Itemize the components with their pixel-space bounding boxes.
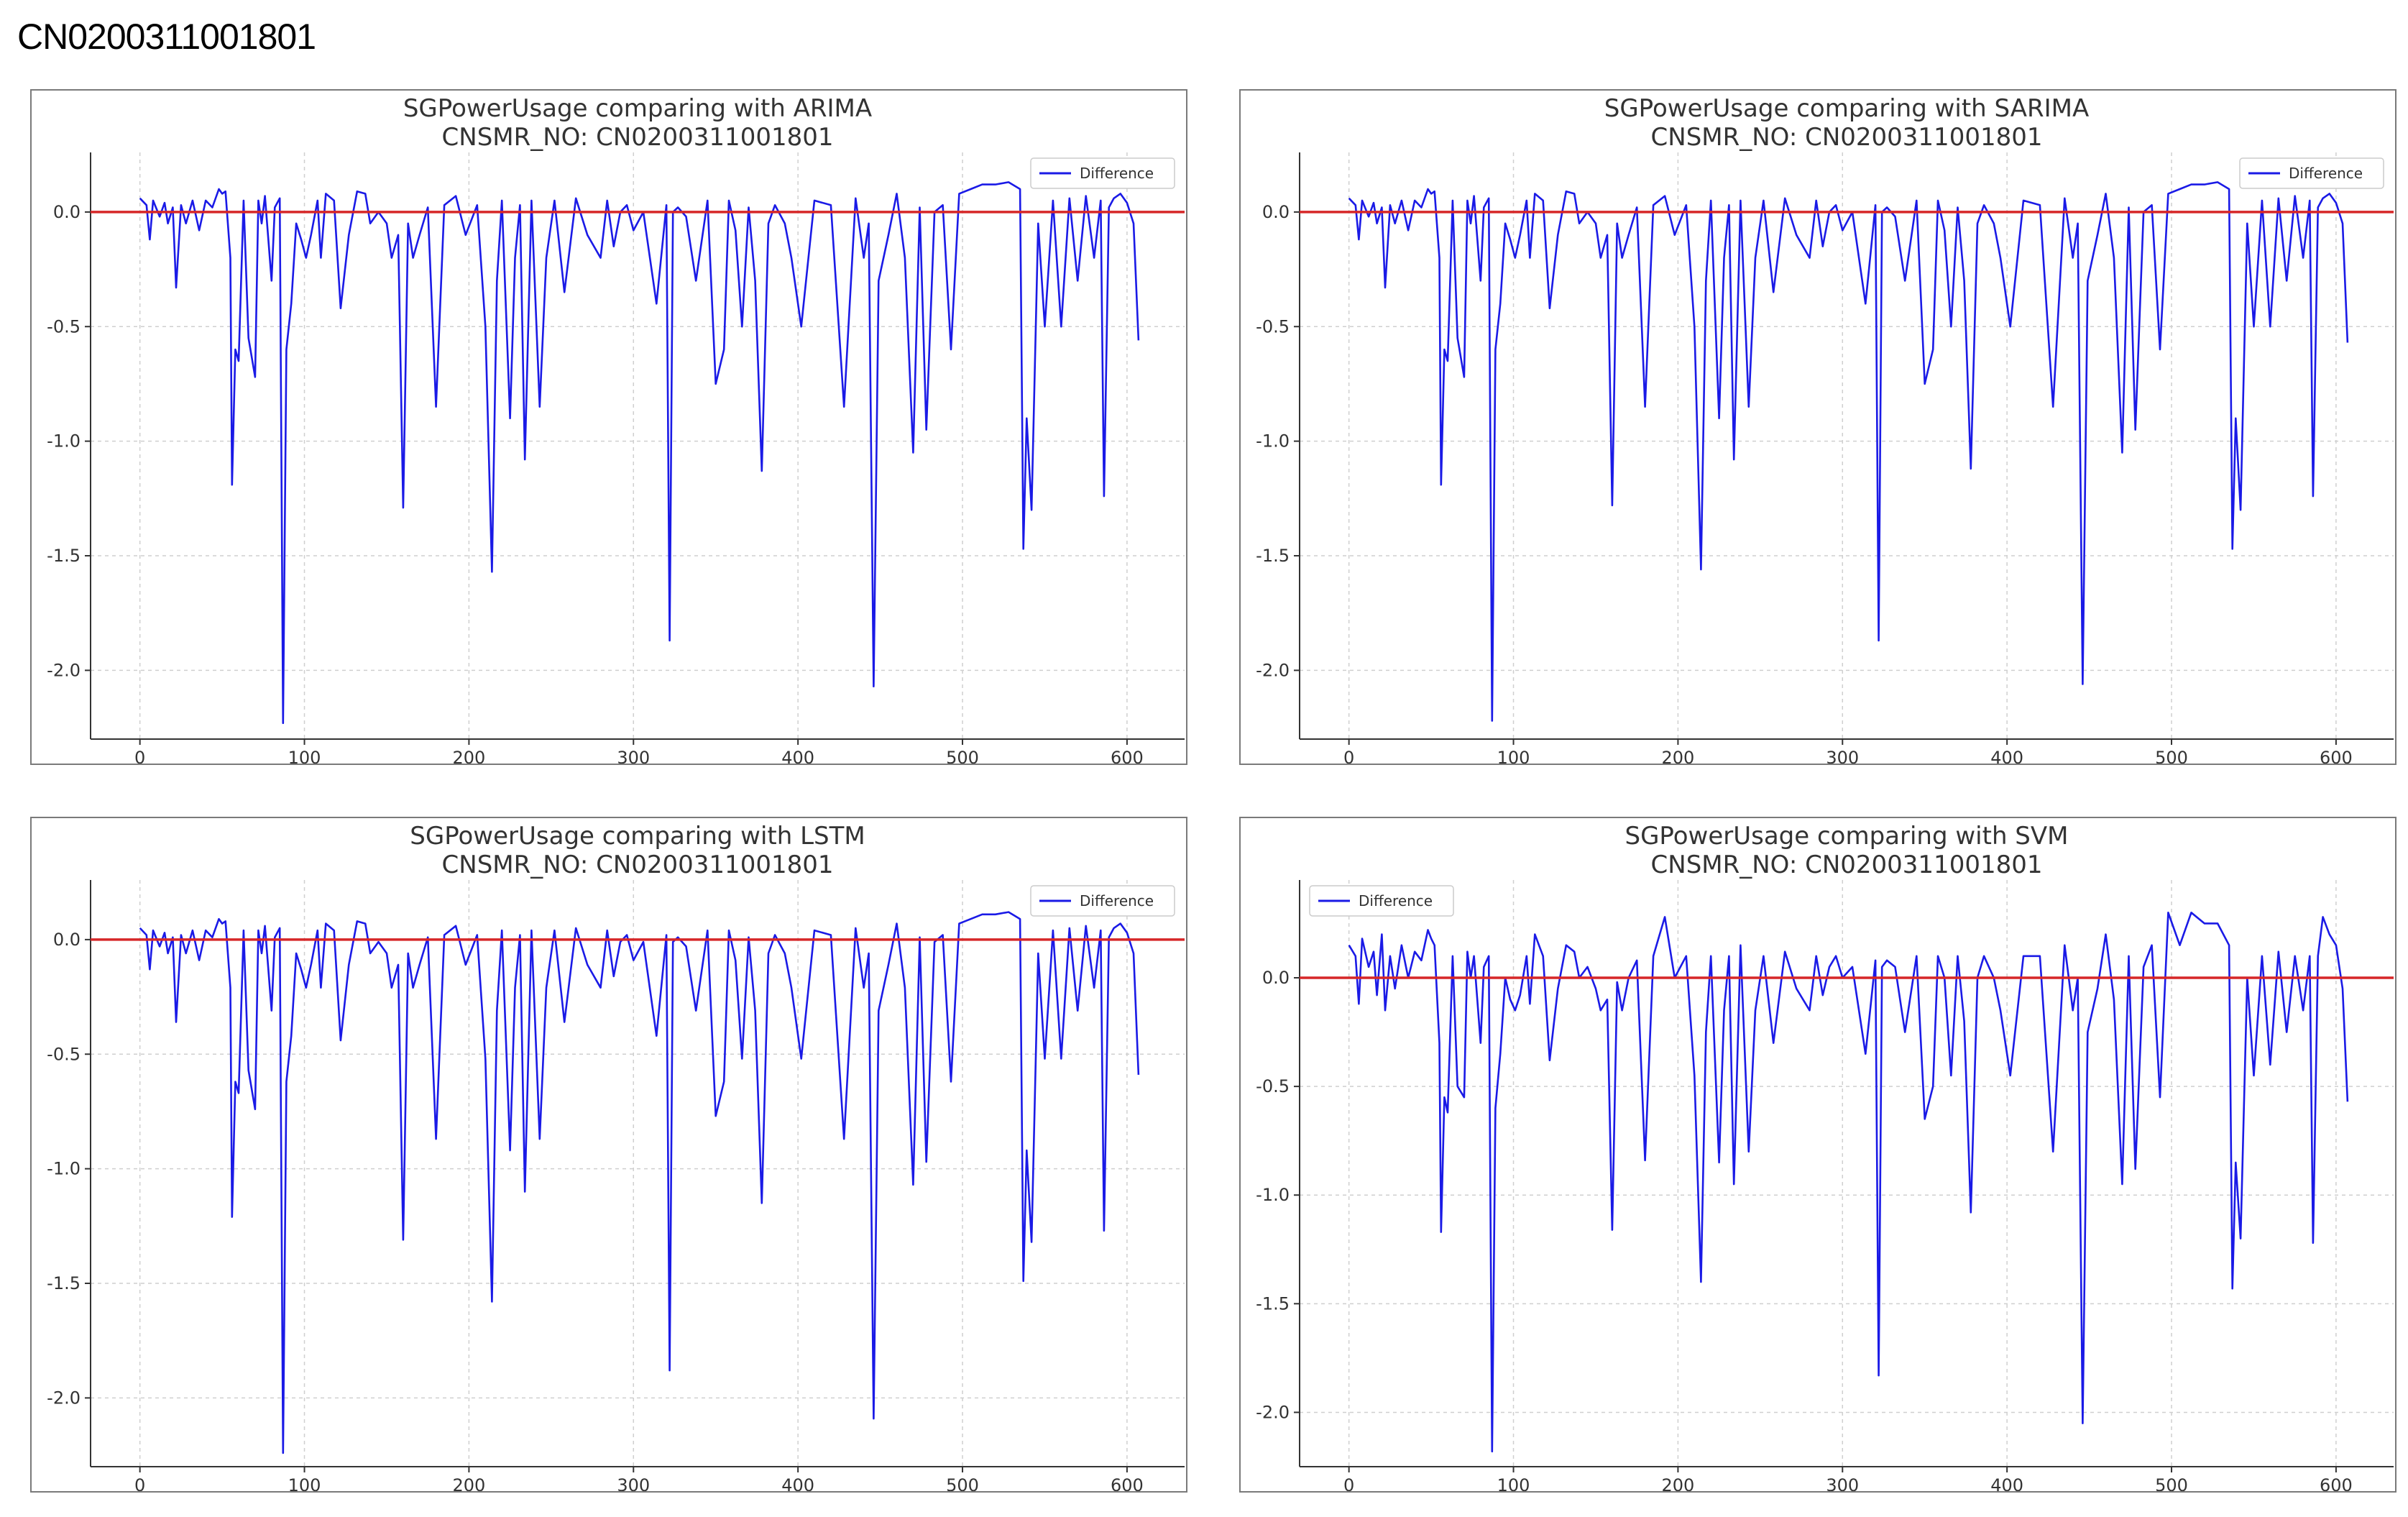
x-tick-label: 300: [617, 748, 650, 764]
chart-panel-sarima: SGPowerUsage comparing with SARIMA CNSMR_…: [1239, 89, 2396, 765]
x-tick-label: 600: [1111, 748, 1144, 764]
chart-svm: SGPowerUsage comparing with SVMCNSMR_NO:…: [1256, 822, 2394, 1491]
legend-box: [1030, 157, 1175, 189]
x-tick-label: 600: [2320, 748, 2353, 764]
y-tick-label: 0.0: [53, 202, 81, 222]
y-tick-label: 0.0: [1262, 968, 1290, 988]
y-tick-label: -0.5: [1256, 1076, 1290, 1096]
difference-series-line: [1348, 181, 2349, 722]
x-tick-label: 400: [1990, 748, 2023, 764]
chart-title: SGPowerUsage comparing with SVM: [1625, 822, 2069, 851]
x-tick-label: 600: [2320, 1475, 2353, 1491]
y-tick-label: -1.0: [47, 1159, 81, 1179]
chart-panel-svm: SGPowerUsage comparing with SVM CNSMR_NO:…: [1239, 817, 2396, 1493]
x-tick-label: 500: [2155, 1475, 2188, 1491]
x-tick-label: 600: [1111, 1475, 1144, 1491]
chart-arima: SGPowerUsage comparing with ARIMACNSMR_N…: [47, 94, 1185, 764]
legend-box: [1030, 885, 1175, 917]
page-header: CN0200311001801: [17, 17, 316, 57]
y-tick-label: -1.0: [47, 431, 81, 452]
x-tick-label: 200: [452, 1475, 485, 1491]
chart-subtitle: CNSMR_NO: CN0200311001801: [442, 851, 834, 879]
y-tick-label: 0.0: [1262, 202, 1290, 222]
chart-sarima: SGPowerUsage comparing with SARIMACNSMR_…: [1256, 94, 2394, 764]
difference-series-line: [139, 181, 1140, 725]
x-tick-label: 500: [946, 1475, 979, 1491]
x-tick-label: 400: [1990, 1475, 2023, 1491]
x-tick-label: 0: [134, 748, 145, 764]
x-tick-label: 500: [946, 748, 979, 764]
y-tick-label: -2.0: [47, 1388, 81, 1408]
x-tick-label: 100: [1497, 1475, 1530, 1491]
x-tick-label: 300: [1826, 1475, 1859, 1491]
chart-panel-lstm: SGPowerUsage comparing with LSTM CNSMR_NO…: [30, 817, 1187, 1493]
y-tick-label: -1.5: [47, 1273, 81, 1293]
y-tick-label: -0.5: [47, 316, 81, 336]
x-tick-label: 300: [617, 1475, 650, 1491]
x-tick-label: 100: [288, 748, 321, 764]
x-tick-label: 100: [288, 1475, 321, 1491]
chart-title: SGPowerUsage comparing with SARIMA: [1604, 94, 2090, 123]
difference-series-line: [139, 911, 1140, 1454]
y-tick-label: -1.5: [1256, 1293, 1290, 1314]
legend-box: [2239, 157, 2384, 189]
legend-label: Difference: [1080, 892, 1154, 909]
y-tick-label: -0.5: [1256, 316, 1290, 336]
x-tick-label: 0: [1343, 748, 1354, 764]
y-tick-label: -0.5: [47, 1044, 81, 1064]
chart-subtitle: CNSMR_NO: CN0200311001801: [442, 123, 834, 152]
chart-panel-arima: SGPowerUsage comparing with ARIMA CNSMR_N…: [30, 89, 1187, 765]
x-tick-label: 0: [1343, 1475, 1354, 1491]
legend-label: Difference: [1080, 165, 1154, 182]
x-tick-label: 400: [781, 1475, 814, 1491]
difference-series-line: [1348, 912, 2349, 1453]
chart-title: SGPowerUsage comparing with LSTM: [410, 822, 865, 851]
legend-label: Difference: [2289, 165, 2363, 182]
y-tick-label: -2.0: [1256, 1402, 1290, 1422]
x-tick-label: 500: [2155, 748, 2188, 764]
chart-subtitle: CNSMR_NO: CN0200311001801: [1651, 123, 2043, 152]
chart-title: SGPowerUsage comparing with ARIMA: [403, 94, 872, 123]
x-tick-label: 200: [452, 748, 485, 764]
y-tick-label: -1.5: [1256, 546, 1290, 566]
chart-lstm: SGPowerUsage comparing with LSTMCNSMR_NO…: [47, 822, 1185, 1491]
x-tick-label: 200: [1661, 1475, 1694, 1491]
y-tick-label: -1.0: [1256, 431, 1290, 452]
y-tick-label: -2.0: [47, 660, 81, 680]
x-tick-label: 0: [134, 1475, 145, 1491]
y-tick-label: -1.5: [47, 546, 81, 566]
x-tick-label: 100: [1497, 748, 1530, 764]
x-tick-label: 200: [1661, 748, 1694, 764]
legend-label: Difference: [1359, 892, 1433, 909]
x-tick-label: 300: [1826, 748, 1859, 764]
y-tick-label: -2.0: [1256, 660, 1290, 680]
legend-box: [1309, 885, 1454, 917]
x-tick-label: 400: [781, 748, 814, 764]
chart-subtitle: CNSMR_NO: CN0200311001801: [1651, 851, 2043, 879]
y-tick-label: 0.0: [53, 930, 81, 950]
y-tick-label: -1.0: [1256, 1185, 1290, 1205]
